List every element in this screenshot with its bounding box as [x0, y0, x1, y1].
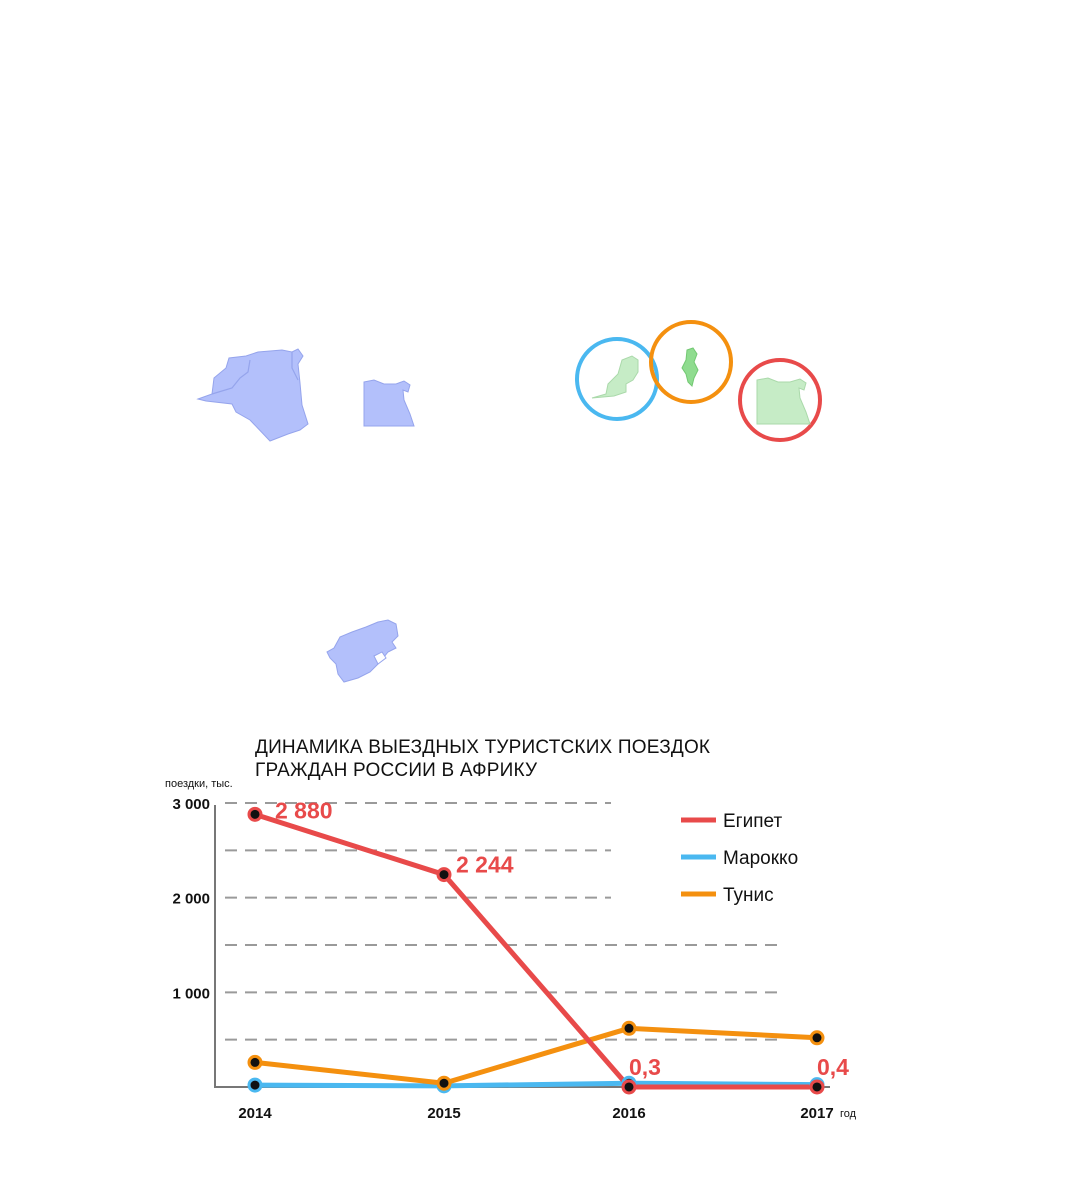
chart-title-line-2: ГРАЖДАН РОССИИ В АФРИКУ: [255, 760, 538, 781]
legend-label: Марокко: [723, 848, 798, 869]
morocco-circle: [575, 337, 659, 421]
series-point: [809, 1030, 825, 1046]
y-tick-label: 2 000: [172, 891, 210, 908]
x-tick-label: 2017: [800, 1105, 833, 1122]
x-tick-label: 2014: [238, 1105, 272, 1122]
tunisia-map-icon: [681, 347, 699, 387]
chart-legend: Египет Марокко Тунис: [681, 811, 798, 906]
data-labels: 2 880 2 244 0,3 0,4: [275, 797, 849, 1080]
chart-grid: [225, 802, 779, 1041]
algeria-morocco-map-icon: [196, 348, 309, 442]
x-tick-label: 2016: [612, 1105, 645, 1122]
legend-label: Тунис: [723, 885, 774, 906]
series-point: [247, 1077, 263, 1093]
chart-series: [247, 806, 825, 1095]
x-axis-unit-label: год: [840, 1108, 857, 1120]
legend-label: Египет: [723, 811, 782, 832]
morocco-map-icon: [591, 355, 639, 399]
series-point: [621, 1020, 637, 1036]
egypt-map-icon: [756, 377, 811, 425]
data-label: 2 880: [275, 797, 333, 823]
egypt-circle: [738, 358, 822, 442]
y-tick-label: 3 000: [172, 796, 210, 813]
map-shapes: [196, 348, 415, 683]
x-tick-labels: 2014 2015 2016 2017: [238, 1105, 833, 1122]
y-tick-labels: 1 000 2 000 3 000: [172, 796, 210, 1002]
tunisia-border-line: [291, 352, 299, 381]
series-line: [252, 1080, 820, 1089]
y-tick-label: 1 000: [172, 985, 210, 1002]
south-africa-map-icon: [326, 619, 399, 683]
lesotho-hole: [373, 651, 387, 665]
x-tick-label: 2015: [427, 1105, 460, 1122]
series-point: [621, 1079, 637, 1095]
series-point: [436, 867, 452, 883]
series-line: [252, 811, 820, 1090]
series-line: [252, 1025, 820, 1086]
series-point: [436, 1075, 452, 1091]
y-axis-unit-label: поездки, тыс.: [165, 778, 233, 790]
data-label: 0,4: [817, 1054, 849, 1080]
circled-countries: [575, 320, 822, 442]
data-label: 2 244: [456, 852, 514, 878]
algeria-border-line: [211, 359, 251, 395]
chart-title-line-1: ДИНАМИКА ВЫЕЗДНЫХ ТУРИСТСКИХ ПОЕЗДОК: [255, 737, 710, 758]
series-point: [247, 806, 263, 822]
series-point: [809, 1079, 825, 1095]
egypt-map-icon: [363, 379, 415, 427]
data-label: 0,3: [629, 1054, 661, 1080]
series-point: [247, 1054, 263, 1070]
tunisia-circle: [649, 320, 733, 404]
